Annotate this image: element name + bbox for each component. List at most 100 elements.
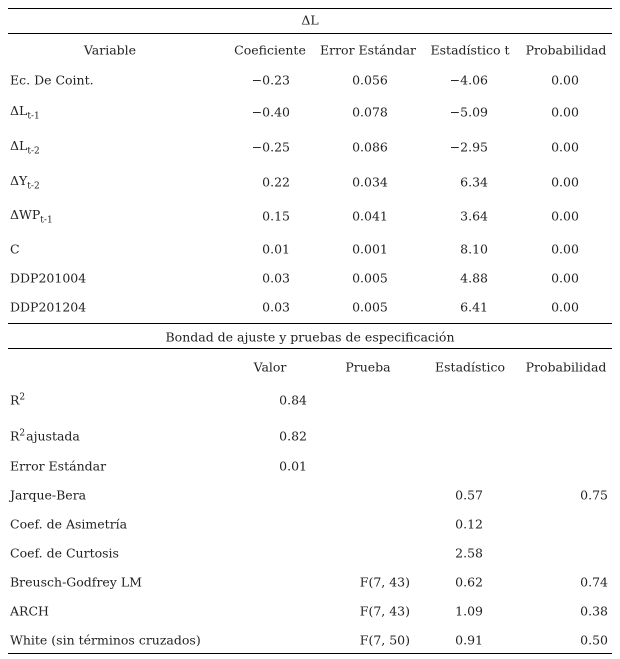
row-label: C [10, 242, 20, 257]
row-label: Coef. de Asimetría [10, 517, 127, 532]
rule [8, 33, 612, 34]
row-label: Ec. De Coint. [10, 73, 94, 88]
label-base: Ec. De Coint. [10, 72, 94, 88]
cell: 0.086 [352, 139, 388, 155]
label-base: R [10, 428, 20, 444]
label-rest: ajustada [26, 428, 80, 444]
label-base: ΔL [10, 137, 28, 153]
cell: 2.58 [455, 545, 483, 561]
label-sub: t-1 [27, 111, 40, 122]
row-label: R2 [10, 392, 25, 407]
cell: 0.034 [352, 174, 388, 190]
cell: 0.00 [551, 72, 579, 88]
cell: 0.005 [352, 270, 388, 286]
cell: 0.75 [580, 487, 608, 503]
label-base: ΔY [10, 172, 28, 188]
cell: 8.10 [460, 241, 488, 257]
cell: 1.09 [455, 603, 483, 619]
title: ΔL [301, 12, 319, 28]
cell: 0.84 [279, 392, 307, 408]
label-base: C [10, 241, 20, 257]
cell: 0.03 [262, 270, 290, 286]
rule [8, 323, 612, 324]
row-label: Coef. de Curtosis [10, 546, 119, 561]
cell: 0.041 [352, 208, 388, 224]
cell: 0.01 [279, 458, 307, 474]
label-base: Breusch-Godfrey LM [10, 574, 142, 590]
cell: 0.03 [262, 299, 290, 315]
cell: 0.005 [352, 299, 388, 315]
row-label: ΔLt-2 [10, 138, 40, 157]
label-sub: t-2 [27, 181, 40, 192]
cell: 0.056 [352, 72, 388, 88]
cell: −0.40 [251, 104, 290, 120]
cell: 0.22 [262, 174, 290, 190]
cell: 0.00 [551, 299, 579, 315]
row-label: DDP201204 [10, 300, 86, 315]
label-base: DDP201204 [10, 299, 87, 315]
label-base: ARCH [10, 603, 49, 619]
label-base: Jarque-Bera [10, 487, 87, 503]
label-sub: t-1 [40, 215, 53, 226]
row-label: ΔYt-2 [10, 173, 40, 192]
cell: 0.91 [455, 632, 483, 648]
cell: −5.09 [449, 104, 488, 120]
cell: F(7, 43) [359, 603, 410, 619]
row-label: ARCH [10, 604, 49, 619]
cell: 0.00 [551, 208, 579, 224]
column-header: Estadístico t [430, 42, 510, 58]
label-base: Coef. de Asimetría [10, 516, 128, 532]
cell: 0.01 [262, 241, 290, 257]
row-label: White (sin términos cruzados) [10, 633, 201, 648]
label-base: ΔL [10, 102, 28, 118]
cell: F(7, 43) [359, 574, 410, 590]
cell: −4.06 [449, 72, 488, 88]
label-base: Coef. de Curtosis [10, 545, 119, 561]
label-base: DDP201004 [10, 270, 87, 286]
column-header: Valor [253, 359, 287, 375]
cell: −2.95 [449, 139, 488, 155]
label-base: Error Estándar [10, 458, 107, 474]
cell: 0.00 [551, 139, 579, 155]
cell: 3.64 [460, 208, 488, 224]
cell: 0.00 [551, 270, 579, 286]
cell: 0.001 [352, 241, 388, 257]
row-label: ΔWPt-1 [10, 207, 53, 226]
column-header: Variable [83, 42, 137, 58]
row-label: Error Estándar [10, 459, 106, 474]
label-sup: 2 [19, 392, 26, 403]
cell: 0.00 [551, 241, 579, 257]
cell: 0.078 [352, 104, 388, 120]
cell: 6.34 [460, 174, 488, 190]
column-header: Probabilidad [525, 359, 607, 375]
cell: 0.50 [580, 632, 608, 648]
cell: 0.12 [455, 516, 483, 532]
column-header: Prueba [345, 359, 391, 375]
cell: 0.57 [455, 487, 483, 503]
cell: 0.62 [455, 574, 483, 590]
cell: 4.88 [460, 270, 488, 286]
label-base: ΔWP [10, 206, 41, 222]
row-label: R2ajustada [10, 428, 80, 443]
label-sub: t-2 [27, 146, 40, 157]
cell: −0.23 [251, 72, 290, 88]
cell: 6.41 [460, 299, 488, 315]
section-title: Bondad de ajuste y pruebas de especifica… [165, 329, 455, 345]
row-label: Jarque-Bera [10, 488, 86, 503]
label-sup: 2 [19, 428, 26, 439]
rule [8, 348, 612, 349]
cell: 0.38 [580, 603, 608, 619]
row-label: ΔLt-1 [10, 103, 40, 122]
cell: 0.15 [262, 208, 290, 224]
cell: 0.00 [551, 174, 579, 190]
rule [8, 8, 612, 9]
cell: 0.74 [580, 574, 608, 590]
label-base: R [10, 392, 20, 408]
column-header: Estadístico [435, 359, 505, 375]
cell: −0.25 [251, 139, 290, 155]
row-label: DDP201004 [10, 271, 86, 286]
column-header: Coeficiente [234, 42, 306, 58]
label-base: White (sin términos cruzados) [10, 632, 201, 648]
cell: F(7, 50) [359, 632, 410, 648]
